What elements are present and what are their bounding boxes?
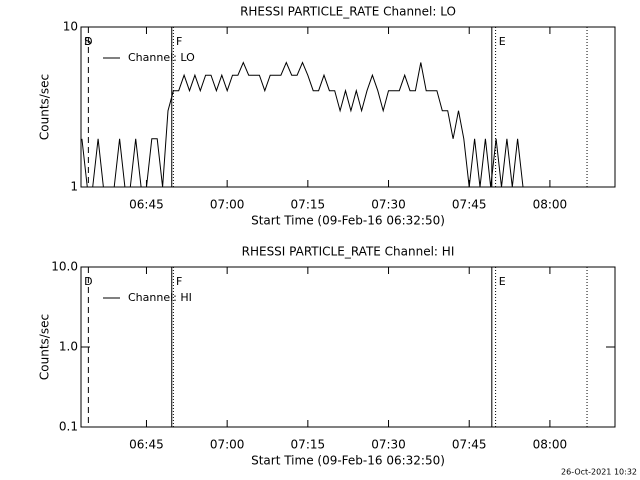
plot-frame — [80, 266, 616, 428]
x-tick-label: 07:15 — [291, 438, 326, 452]
event-label: S — [84, 35, 91, 48]
chart-title: RHESSI PARTICLE_RATE Channel: LO — [240, 5, 456, 19]
x-tick-label: 08:00 — [533, 438, 568, 452]
y-tick-label: 10.0 — [51, 260, 78, 274]
data-line — [81, 61, 529, 187]
event-label: D — [84, 35, 92, 48]
y-tick-label: 10 — [63, 20, 78, 34]
x-tick-label: 07:45 — [452, 198, 487, 212]
y-tick-label: 1 — [70, 180, 78, 194]
event-label: F — [176, 275, 182, 288]
chart-title: RHESSI PARTICLE_RATE Channel: HI — [242, 245, 455, 259]
x-axis-label: Start Time (09-Feb-16 06:32:50) — [251, 454, 445, 468]
x-tick-label: 07:00 — [210, 438, 245, 452]
event-label: E — [499, 275, 506, 288]
event-label: D — [84, 275, 92, 288]
y-tick-label: 1.0 — [59, 340, 78, 354]
x-tick-label: 07:45 — [452, 438, 487, 452]
x-tick-label: 07:00 — [210, 198, 245, 212]
x-tick-label: 06:45 — [129, 438, 164, 452]
y-axis-label: Counts/sec — [38, 314, 52, 380]
legend-label: Channel: HI — [128, 291, 192, 304]
event-label: F — [176, 35, 182, 48]
x-tick-label: 07:30 — [371, 198, 406, 212]
y-tick-label: 0.1 — [59, 420, 78, 434]
x-tick-label: 08:00 — [533, 198, 568, 212]
event-label: E — [499, 35, 506, 48]
x-tick-label: 07:15 — [291, 198, 326, 212]
x-axis-label: Start Time (09-Feb-16 06:32:50) — [251, 214, 445, 228]
plot-frame — [80, 26, 616, 188]
footer: 26-Oct-2021 10:32 — [561, 468, 637, 477]
legend-label: Channel: LO — [128, 51, 195, 64]
x-tick-label: 06:45 — [129, 198, 164, 212]
x-tick-label: 07:30 — [371, 438, 406, 452]
y-axis-label: Counts/sec — [38, 74, 52, 140]
